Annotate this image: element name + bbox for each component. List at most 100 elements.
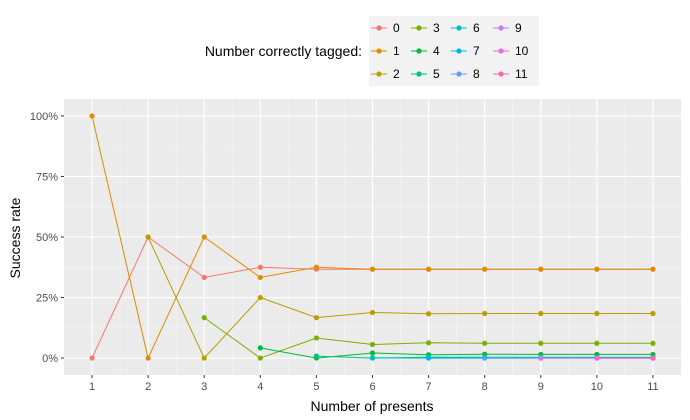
data-point-2 xyxy=(538,310,544,317)
legend-key-10: 10 xyxy=(493,44,529,58)
x-tick-label: 9 xyxy=(538,381,544,393)
x-tick-label: 1 xyxy=(89,381,95,393)
data-point-9 xyxy=(538,355,544,361)
legend-key-point xyxy=(498,48,504,54)
data-point-5 xyxy=(313,353,320,359)
y-tick-label: 0% xyxy=(42,353,58,365)
legend-label-4: 4 xyxy=(433,44,440,58)
legend-key-point xyxy=(498,71,504,77)
legend-key-point xyxy=(498,25,504,31)
gridlines xyxy=(64,99,681,375)
legend-key-point xyxy=(376,25,382,31)
legend-key-2: 2 xyxy=(371,67,400,81)
x-tick-label: 2 xyxy=(145,381,151,393)
data-point-3 xyxy=(482,340,488,346)
data-point-2 xyxy=(369,309,376,316)
data-point-2 xyxy=(650,310,656,317)
legend-label-10: 10 xyxy=(515,44,529,58)
y-tick-label: 50% xyxy=(36,232,58,244)
data-point-2 xyxy=(482,310,488,317)
x-tick-label: 11 xyxy=(647,381,658,393)
legend-key-point xyxy=(416,48,422,54)
legend-key-5: 5 xyxy=(411,67,440,81)
y-tick-label: 100% xyxy=(30,111,58,123)
data-point-3 xyxy=(425,340,432,346)
y-axis: 0% 25% 50% 75% 100% xyxy=(30,111,64,365)
legend-label-7: 7 xyxy=(473,44,480,58)
data-point-1 xyxy=(538,266,544,272)
data-point-3 xyxy=(650,340,656,346)
data-point-1 xyxy=(313,264,320,270)
legend-key-8: 8 xyxy=(451,67,480,81)
data-point-2 xyxy=(145,234,151,240)
data-point-2 xyxy=(594,310,600,317)
series-line-4 xyxy=(260,347,653,359)
legend-key-point xyxy=(376,71,382,77)
legend-label-1: 1 xyxy=(393,44,400,58)
x-tick-label: 4 xyxy=(257,381,263,393)
legend-key-point xyxy=(456,71,462,77)
x-axis: 1 2 3 4 5 6 7 8 9 10 11 xyxy=(89,375,659,393)
data-point-1 xyxy=(650,266,656,272)
data-point-0 xyxy=(89,355,95,361)
legend-key-6: 6 xyxy=(451,21,480,35)
legend-label-6: 6 xyxy=(473,21,480,35)
legend-key-0: 0 xyxy=(371,21,400,35)
legend-key-7: 7 xyxy=(451,44,480,58)
x-tick-label: 7 xyxy=(426,381,432,393)
data-point-4 xyxy=(369,350,376,356)
data-point-1 xyxy=(369,266,376,272)
legend-key-point xyxy=(416,71,422,77)
data-point-2 xyxy=(425,311,432,317)
data-point-8 xyxy=(482,355,488,361)
legend: Number correctly tagged: 0 1 2 3 4 5 6 7 8 9 10 11 xyxy=(205,16,539,86)
data-point-2 xyxy=(313,315,320,321)
data-point-3 xyxy=(257,355,263,361)
legend-label-0: 0 xyxy=(393,21,400,35)
data-point-3 xyxy=(369,341,376,348)
data-point-7 xyxy=(425,355,432,361)
legend-key-point xyxy=(456,25,462,31)
legend-label-5: 5 xyxy=(433,67,440,81)
data-point-1 xyxy=(89,113,95,119)
data-point-1 xyxy=(145,355,151,361)
data-point-1 xyxy=(425,266,432,272)
data-point-3 xyxy=(594,340,600,346)
data-point-11 xyxy=(650,355,656,361)
data-point-3 xyxy=(201,315,207,321)
legend-label-8: 8 xyxy=(473,67,480,81)
x-tick-label: 5 xyxy=(313,381,319,393)
data-point-3 xyxy=(538,340,544,346)
legend-key-11: 11 xyxy=(493,67,528,81)
data-point-2 xyxy=(201,355,207,361)
legend-key-4: 4 xyxy=(411,44,440,58)
legend-label-2: 2 xyxy=(393,67,400,81)
data-point-0 xyxy=(257,264,263,270)
data-point-1 xyxy=(257,274,263,281)
x-tick-label: 6 xyxy=(369,381,375,393)
data-point-1 xyxy=(594,266,600,272)
data-point-6 xyxy=(369,355,376,361)
y-tick-label: 25% xyxy=(36,293,58,305)
data-point-10 xyxy=(594,355,600,361)
legend-key-point xyxy=(456,48,462,54)
legend-label-9: 9 xyxy=(515,21,522,35)
x-tick-label: 8 xyxy=(482,381,488,393)
y-tick-label: 75% xyxy=(36,171,58,183)
legend-label-11: 11 xyxy=(515,67,528,81)
legend-label-3: 3 xyxy=(433,21,440,35)
data-point-4 xyxy=(257,345,263,351)
y-axis-title: Success rate xyxy=(7,197,23,278)
legend-key-point xyxy=(376,48,382,54)
data-point-2 xyxy=(257,294,263,301)
legend-key-9: 9 xyxy=(493,21,522,35)
data-point-1 xyxy=(482,266,488,272)
series-line-2 xyxy=(147,236,653,359)
legend-key-3: 3 xyxy=(411,21,440,35)
legend-title: Number correctly tagged: xyxy=(205,43,362,59)
data-point-3 xyxy=(313,335,320,341)
x-axis-title: Number of presents xyxy=(311,398,434,414)
legend-key-1: 1 xyxy=(371,44,400,58)
